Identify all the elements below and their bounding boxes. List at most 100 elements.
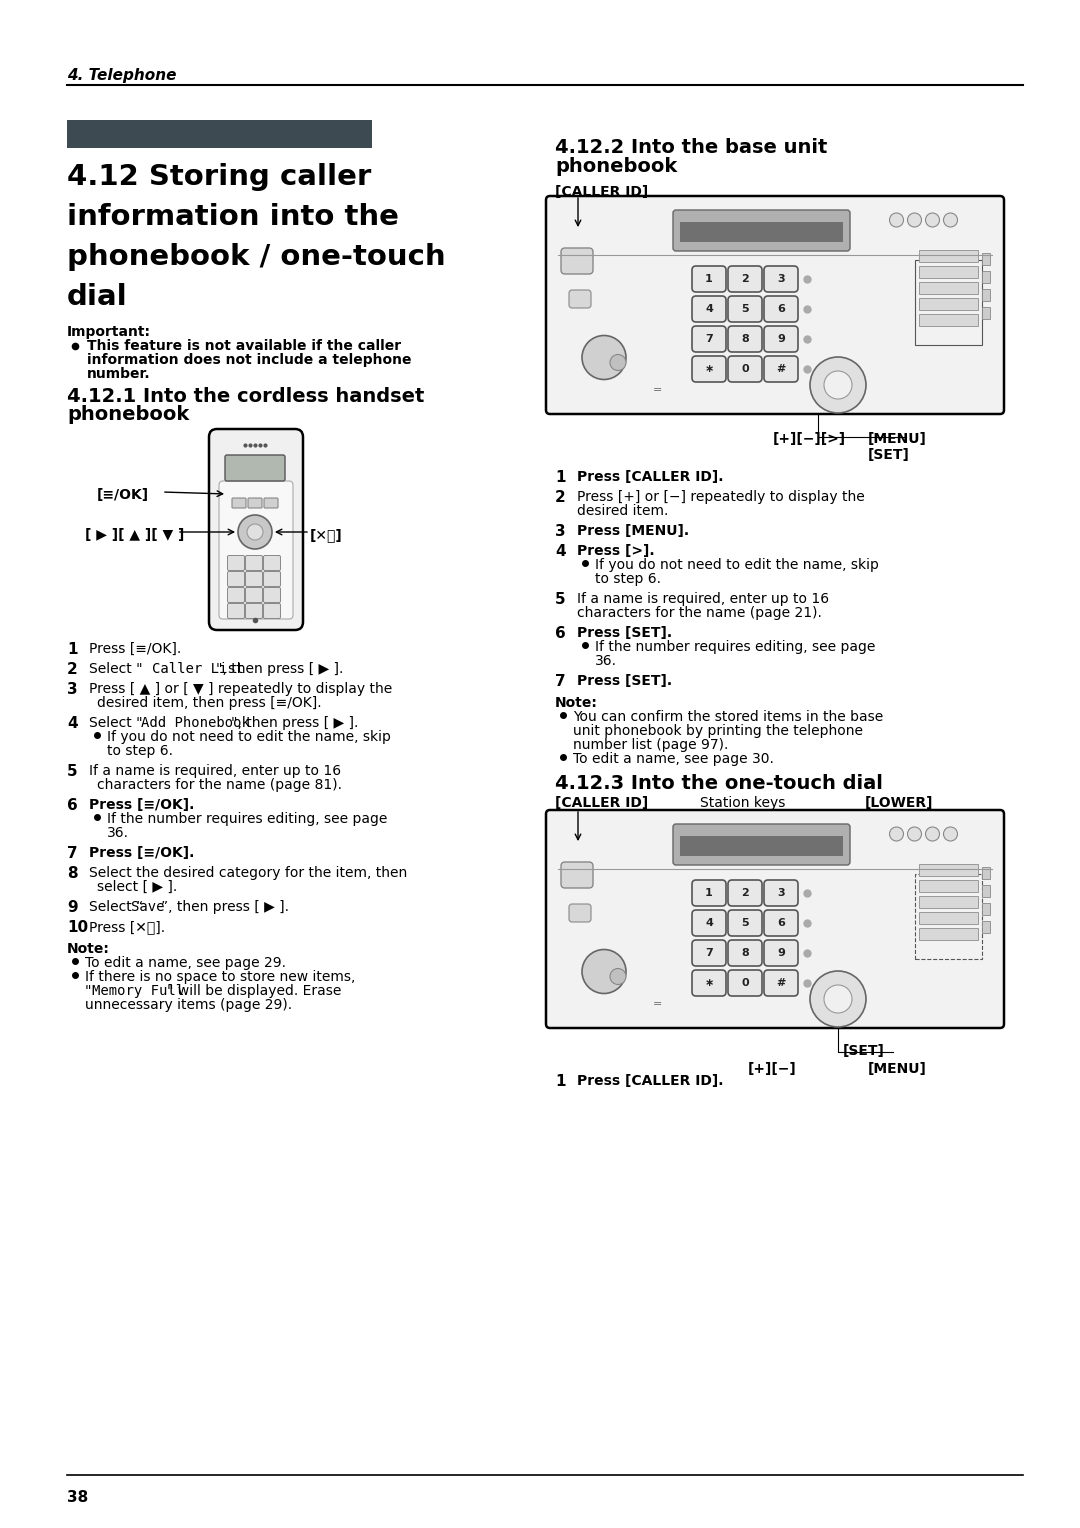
Text: 5: 5: [741, 304, 748, 313]
Circle shape: [238, 515, 272, 549]
Bar: [919, 927, 977, 940]
Text: desired item.: desired item.: [577, 504, 669, 518]
Text: Press [MENU].: Press [MENU].: [577, 524, 689, 538]
Text: [CALLER ID]: [CALLER ID]: [555, 185, 648, 199]
Text: 4: 4: [67, 717, 78, 730]
FancyBboxPatch shape: [728, 266, 762, 292]
Circle shape: [944, 212, 958, 228]
Text: 9: 9: [67, 900, 78, 915]
Text: 7: 7: [67, 847, 78, 860]
Text: number list (page 97).: number list (page 97).: [573, 738, 728, 752]
Text: 36.: 36.: [595, 654, 617, 668]
Text: ∗: ∗: [704, 978, 714, 989]
Text: If the number requires editing, see page: If the number requires editing, see page: [595, 640, 876, 654]
Text: 8: 8: [67, 866, 78, 882]
Bar: [919, 863, 977, 876]
Text: 8: 8: [741, 335, 748, 344]
FancyBboxPatch shape: [764, 266, 798, 292]
Bar: [919, 266, 977, 278]
Text: 6: 6: [67, 798, 78, 813]
Text: =: =: [653, 999, 663, 1008]
Circle shape: [907, 212, 921, 228]
Text: 4. Telephone: 4. Telephone: [67, 69, 176, 83]
Text: characters for the name (page 21).: characters for the name (page 21).: [577, 607, 822, 620]
Text: Press [SET].: Press [SET].: [577, 626, 672, 640]
FancyBboxPatch shape: [245, 604, 262, 619]
Text: 4.12.2 Into the base unit: 4.12.2 Into the base unit: [555, 138, 827, 157]
Bar: [919, 895, 977, 908]
FancyBboxPatch shape: [692, 325, 726, 351]
FancyBboxPatch shape: [245, 587, 262, 602]
Text: Select the desired category for the item, then: Select the desired category for the item…: [89, 866, 407, 880]
Bar: [982, 903, 989, 915]
FancyBboxPatch shape: [728, 325, 762, 351]
FancyBboxPatch shape: [673, 209, 850, 251]
Text: phonebook: phonebook: [67, 405, 189, 423]
Text: ", then press [ ▶ ].: ", then press [ ▶ ].: [216, 662, 343, 675]
Text: If the number requires editing, see page: If the number requires editing, see page: [107, 811, 388, 827]
Text: 2: 2: [67, 662, 78, 677]
Text: This feature is not available if the caller: This feature is not available if the cal…: [87, 339, 401, 353]
Circle shape: [610, 354, 626, 370]
Text: Press [SET].: Press [SET].: [577, 674, 672, 688]
Circle shape: [810, 970, 866, 1027]
FancyBboxPatch shape: [210, 429, 303, 630]
Bar: [982, 307, 989, 319]
Text: to step 6.: to step 6.: [107, 744, 173, 758]
Text: 3: 3: [778, 274, 785, 284]
FancyBboxPatch shape: [569, 290, 591, 309]
Text: Press [≡/OK].: Press [≡/OK].: [89, 847, 194, 860]
Circle shape: [824, 371, 852, 399]
Text: 5: 5: [67, 764, 78, 779]
FancyBboxPatch shape: [264, 498, 278, 507]
Text: 1: 1: [555, 1074, 566, 1089]
FancyBboxPatch shape: [764, 970, 798, 996]
Text: number.: number.: [87, 367, 150, 380]
Text: 4: 4: [705, 304, 713, 313]
Text: 7: 7: [555, 674, 566, 689]
FancyBboxPatch shape: [692, 940, 726, 966]
Text: 4: 4: [705, 918, 713, 927]
Text: [MENU]: [MENU]: [868, 1062, 927, 1076]
Text: characters for the name (page 81).: characters for the name (page 81).: [97, 778, 342, 792]
Circle shape: [247, 524, 264, 539]
Circle shape: [944, 827, 958, 840]
Bar: [982, 885, 989, 897]
Circle shape: [810, 358, 866, 413]
FancyBboxPatch shape: [692, 296, 726, 322]
Text: Press [ ▲ ] or [ ▼ ] repeatedly to display the: Press [ ▲ ] or [ ▼ ] repeatedly to displ…: [89, 681, 392, 695]
Text: If you do not need to edit the name, skip: If you do not need to edit the name, ski…: [107, 730, 391, 744]
Text: #: #: [777, 364, 785, 374]
Bar: [915, 874, 982, 960]
Text: 3: 3: [555, 524, 566, 539]
FancyBboxPatch shape: [546, 810, 1004, 1028]
Text: Memory Full: Memory Full: [92, 984, 184, 998]
FancyBboxPatch shape: [264, 571, 281, 587]
Text: Press [≡/OK].: Press [≡/OK].: [89, 642, 181, 656]
Text: 10: 10: [67, 920, 89, 935]
Text: ∗: ∗: [704, 364, 714, 374]
Text: [SET]: [SET]: [843, 1044, 885, 1057]
Text: [CALLER ID]: [CALLER ID]: [555, 796, 648, 810]
Text: 2: 2: [741, 274, 748, 284]
Circle shape: [610, 969, 626, 984]
Text: Caller List: Caller List: [152, 662, 244, 675]
Bar: [919, 313, 977, 325]
FancyBboxPatch shape: [692, 970, 726, 996]
Text: unnecessary items (page 29).: unnecessary items (page 29).: [85, 998, 292, 1012]
Text: [MENU]: [MENU]: [868, 432, 927, 446]
Circle shape: [890, 827, 904, 840]
Bar: [982, 289, 989, 301]
Text: Press [CALLER ID].: Press [CALLER ID].: [577, 1074, 724, 1088]
Text: If a name is required, enter up to 16: If a name is required, enter up to 16: [577, 591, 829, 607]
Text: 4.12.1 Into the cordless handset: 4.12.1 Into the cordless handset: [67, 387, 424, 406]
Text: Press [+] or [−] repeatedly to display the: Press [+] or [−] repeatedly to display t…: [577, 490, 865, 504]
FancyBboxPatch shape: [692, 911, 726, 937]
Bar: [915, 260, 982, 345]
FancyBboxPatch shape: [764, 880, 798, 906]
Bar: [982, 866, 989, 879]
Text: 4: 4: [555, 544, 566, 559]
FancyBboxPatch shape: [692, 356, 726, 382]
Text: Select ": Select ": [89, 662, 143, 675]
FancyBboxPatch shape: [728, 940, 762, 966]
